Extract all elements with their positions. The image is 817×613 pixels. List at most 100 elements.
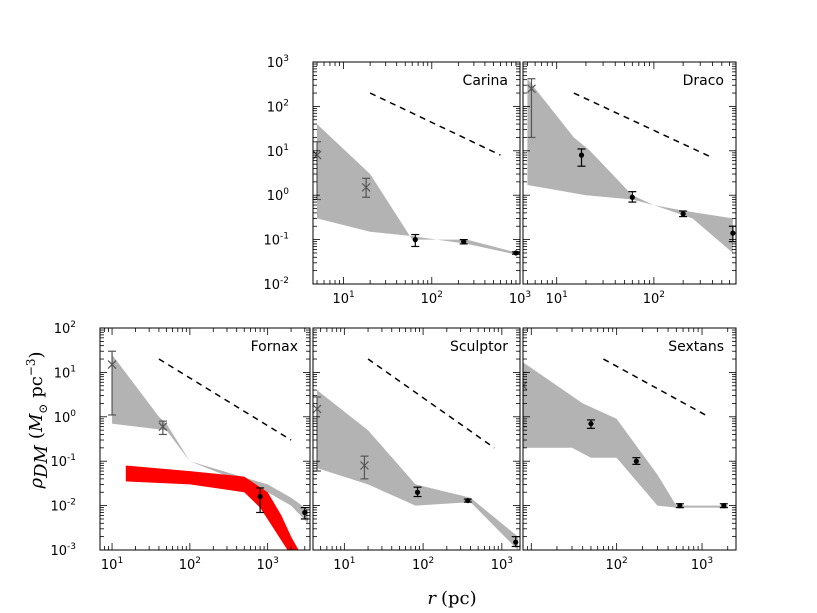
y-tick-exp: 1 (283, 143, 289, 153)
x-tick-base: 10 (691, 558, 708, 573)
point-marker (412, 237, 418, 243)
x-tick-base: 10 (333, 558, 350, 573)
cross-marker (527, 84, 536, 94)
plot-area (313, 358, 520, 550)
y-tick-base: 10 (267, 189, 284, 204)
cross-point-1 (313, 396, 322, 472)
cross-marker (360, 461, 369, 470)
y-tick-base: 10 (50, 544, 67, 559)
band-sculptor (317, 390, 518, 550)
y-axis-unit-pc: pc (26, 376, 47, 403)
x-axis-unit: (pc) (441, 588, 477, 609)
x-tick-label: 102 (412, 556, 434, 573)
data-point-3 (511, 536, 520, 548)
y-tick-base: 10 (267, 100, 284, 115)
dashed-line-carina (369, 92, 501, 156)
y-axis-sculptor (313, 327, 520, 551)
y-tick-exp: 2 (283, 98, 289, 108)
y-tick-base: 10 (263, 278, 280, 293)
x-tick-base: 10 (421, 292, 438, 307)
dashed-line-fornax (158, 358, 292, 441)
panel-title-sextans: Sextans (668, 339, 724, 355)
y-tick-exp: -1 (280, 232, 289, 242)
y-axis-label: ρDM (M⊙ pc−3) (24, 351, 52, 489)
y-tick-exp: 3 (283, 54, 289, 64)
x-tick-label: 102 (421, 290, 443, 307)
x-tick-label: 101 (333, 556, 355, 573)
point-marker (578, 152, 585, 158)
point-marker (513, 539, 519, 545)
x-tick-base: 10 (257, 558, 274, 573)
y-axis-unit-open: ( (26, 432, 47, 439)
dashed-line-sculptor (367, 358, 495, 449)
red-band-fornax (125, 465, 299, 550)
x-tick-exp: 3 (707, 556, 713, 566)
point-marker (721, 503, 727, 509)
point-marker (633, 458, 639, 464)
band-draco (527, 78, 733, 253)
point-marker (414, 489, 421, 495)
cross-marker (523, 381, 528, 391)
y-axis-sextans (523, 327, 736, 551)
x-tick-exp: 1 (562, 290, 568, 300)
x-tick-label: 103 (491, 556, 513, 573)
x-tick-base: 10 (491, 558, 508, 573)
y-tick-base: 10 (50, 500, 67, 515)
data-point-1 (577, 148, 586, 167)
x-axis-sculptor (312, 328, 503, 550)
point-marker (461, 239, 467, 245)
y-tick-exp: -2 (280, 276, 289, 286)
x-tick-exp: 2 (195, 556, 201, 566)
x-tick-exp: 3 (525, 290, 531, 300)
y-tick-base: 10 (267, 145, 284, 160)
point-marker (465, 497, 471, 504)
y-tick-label: 102 (267, 98, 289, 115)
y-axis-carina (313, 61, 520, 285)
data-point-1 (256, 487, 265, 514)
plot-area (107, 350, 309, 550)
y-tick-label: 10-1 (263, 232, 289, 249)
x-tick-label: 102 (643, 290, 665, 307)
y-tick-base: 10 (50, 455, 67, 470)
x-tick-base: 10 (179, 558, 196, 573)
data-point-3 (675, 503, 684, 509)
data-point-2 (628, 191, 637, 203)
cross-marker (361, 182, 371, 192)
x-axis-fornax (99, 328, 306, 550)
y-axis-unit-close: ) (26, 351, 47, 358)
y-tick-label: 10-2 (263, 276, 289, 293)
cross-point-1 (107, 350, 117, 416)
plot-area (527, 78, 736, 253)
data-point-2 (632, 457, 641, 465)
x-tick-exp: 1 (350, 556, 356, 566)
x-axis-label: r (pc) (427, 588, 476, 609)
cross-point-1 (527, 78, 536, 139)
panel-frame-sculptor (312, 327, 521, 551)
y-tick-label: 10-3 (50, 542, 76, 559)
x-tick-label: 103 (691, 556, 713, 573)
y-tick-base: 10 (263, 234, 280, 249)
y-tick-label: 100 (54, 409, 77, 426)
y-tick-label: 10-1 (50, 453, 76, 470)
y-axis-unit-exp: −3 (24, 359, 38, 377)
x-tick-exp: 1 (117, 556, 123, 566)
cross-marker (158, 422, 168, 432)
cross-marker (313, 404, 322, 414)
point-marker (513, 250, 519, 256)
point-marker (677, 503, 683, 509)
x-tick-label: 103 (509, 290, 531, 307)
data-point-1 (586, 419, 595, 429)
point-marker (302, 509, 308, 516)
y-axis-fornax (100, 327, 310, 551)
y-tick-exp: 0 (70, 409, 76, 419)
y-tick-base: 10 (54, 366, 71, 381)
data-point-1 (411, 233, 420, 248)
data-point-4 (719, 503, 728, 509)
y-tick-base: 10 (267, 56, 284, 71)
y-tick-label: 100 (267, 187, 290, 204)
cross-point-2 (361, 177, 371, 198)
